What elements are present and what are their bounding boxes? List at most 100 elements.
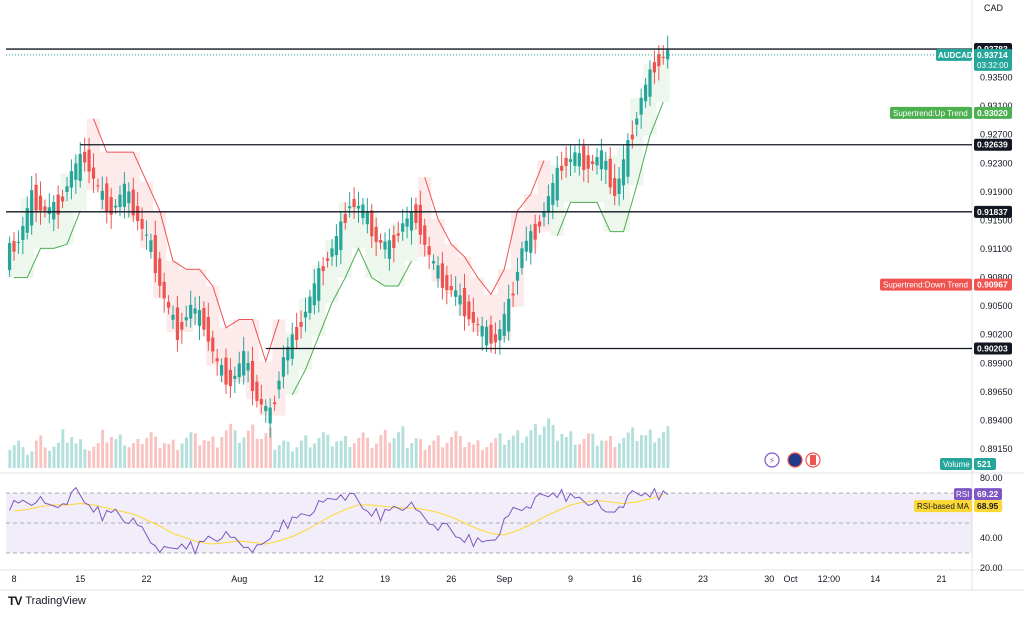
volume-bar	[419, 439, 423, 468]
volume-bar	[617, 443, 621, 468]
supertrend-up-tag	[890, 106, 972, 119]
volume-bar	[189, 432, 193, 468]
rsi-line	[9, 486, 668, 556]
volume-bar	[21, 446, 25, 468]
rsi-ma-line	[13, 494, 664, 545]
volume-bar	[573, 444, 577, 468]
volume-bar	[335, 441, 339, 468]
candle-body	[118, 194, 122, 208]
y-tick-label: 0.92300	[980, 158, 1013, 168]
symbol-name-tag	[936, 48, 972, 61]
volume-bar	[26, 454, 29, 468]
candle-body	[91, 167, 96, 179]
candle-body	[635, 118, 639, 125]
volume-bar	[317, 437, 321, 468]
candle-body	[356, 205, 361, 209]
candle-body	[533, 223, 537, 240]
x-tick-label: Sep	[496, 574, 512, 584]
volume-bar	[489, 442, 493, 468]
supertrend-up-line	[556, 101, 664, 237]
volume-bar	[242, 437, 246, 468]
x-tick-label: 22	[141, 574, 151, 584]
candle-body	[16, 242, 21, 244]
x-tick-label: 8	[11, 574, 16, 584]
candle-body	[599, 150, 604, 170]
candle-body	[440, 263, 445, 288]
volume-bar	[410, 443, 414, 468]
x-tick-label: 23	[698, 574, 708, 584]
volume-bar	[507, 439, 511, 468]
candle-body	[25, 208, 29, 233]
volume-bar	[224, 430, 228, 468]
symbol-name-label: AUDCAD	[938, 51, 973, 60]
last-price-label: 0.93714	[977, 50, 1008, 60]
supertrend-up-fill	[630, 97, 644, 186]
supertrend-down-fill	[537, 160, 551, 232]
supertrend-down-line	[424, 160, 545, 296]
x-tick-label: 14	[870, 574, 880, 584]
australia-flag-icon	[787, 452, 803, 468]
volume-bar	[220, 436, 224, 468]
volume-bar	[238, 442, 241, 468]
countdown-label: 03:32:00	[977, 61, 1009, 70]
rsi-ma-value-tag	[974, 500, 1002, 513]
candle-body	[60, 196, 65, 202]
level-price-label: 0.91837	[977, 207, 1008, 217]
volume-bar	[215, 447, 219, 468]
candle-body	[30, 190, 34, 226]
volume-bar	[193, 433, 197, 468]
volume-bar	[423, 449, 427, 468]
candle-body	[401, 223, 405, 232]
volume-bar	[626, 432, 630, 468]
candle-body	[484, 326, 489, 346]
volume-bar	[525, 436, 529, 468]
candle-body	[228, 369, 233, 387]
volume-bar	[308, 447, 312, 468]
y-tick-label: 0.92700	[980, 130, 1013, 140]
volume-bar	[17, 440, 21, 468]
volume-bar	[79, 439, 82, 468]
volume-bar	[109, 436, 113, 468]
rsi-ma-name-label: RSI-based MA	[917, 502, 970, 511]
candle-body	[613, 178, 617, 197]
volume-bar	[595, 445, 599, 468]
candle-body	[7, 243, 12, 271]
rsi-name-label: RSI	[956, 490, 969, 499]
volume-bar	[454, 431, 458, 468]
candle-body	[590, 161, 595, 164]
volume-bar	[397, 432, 400, 468]
volume-bar	[251, 424, 255, 468]
candle-body	[392, 234, 396, 249]
candle-body	[140, 219, 144, 229]
rsi-tick-label: 20.00	[980, 563, 1003, 573]
candle-body	[286, 346, 290, 361]
candle-body	[43, 206, 47, 211]
supertrend-down-fill	[206, 286, 220, 366]
candle-body	[383, 241, 387, 250]
candle-body	[303, 311, 308, 318]
candle-body	[348, 206, 352, 209]
x-tick-label: 16	[632, 574, 642, 584]
level-price-tag	[974, 342, 1012, 355]
volume-bar	[542, 426, 546, 468]
candle-body	[206, 316, 210, 342]
candle-body	[445, 275, 449, 291]
volume-bar	[211, 436, 215, 468]
volume-bar	[48, 450, 52, 468]
candle-body	[560, 165, 564, 171]
candle-body	[250, 360, 255, 391]
level-price-tag	[974, 138, 1012, 151]
volume-bar	[233, 430, 237, 468]
volume-bar	[441, 447, 445, 468]
candle-body	[489, 324, 493, 344]
volume-bar	[295, 447, 299, 468]
candle-body	[136, 205, 140, 222]
candle-body	[370, 210, 374, 237]
candle-body	[255, 381, 259, 401]
candle-body	[365, 212, 369, 225]
volume-bar	[118, 434, 122, 468]
candle-body	[281, 357, 286, 377]
candle-body	[113, 205, 118, 208]
